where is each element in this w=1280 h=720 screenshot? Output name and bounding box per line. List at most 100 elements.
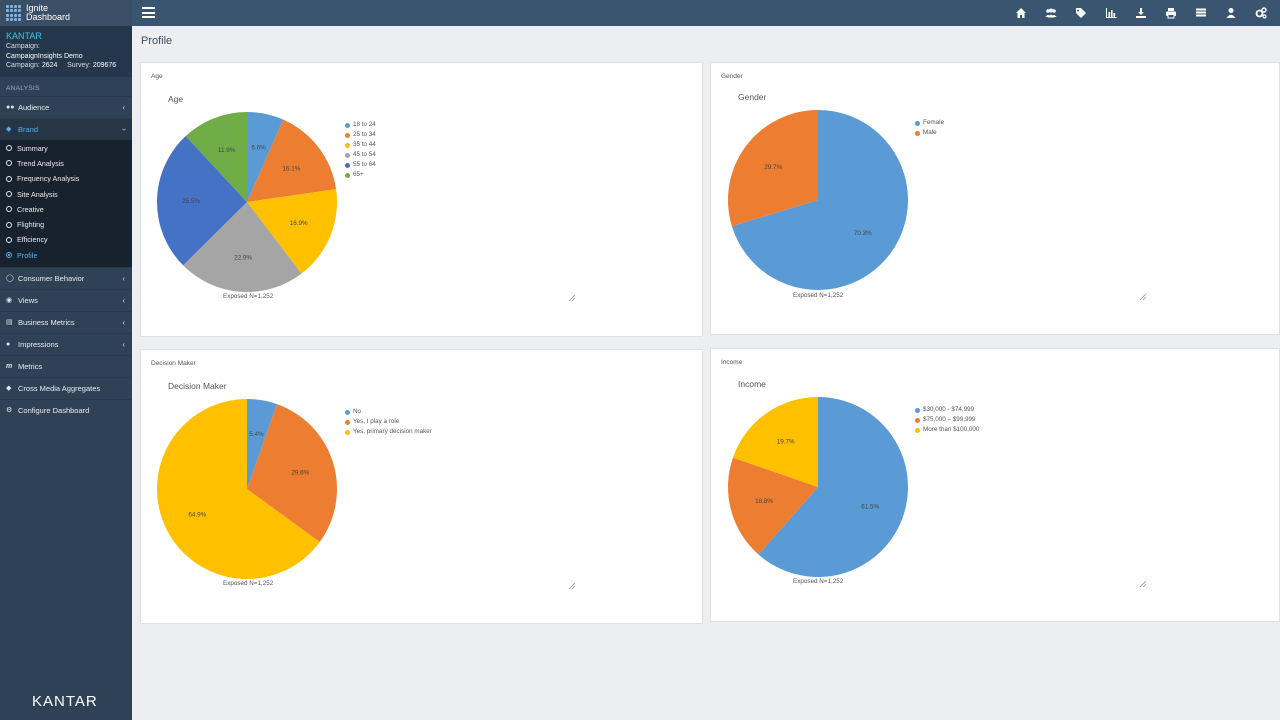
legend-label: 65+: [353, 171, 364, 178]
download-icon[interactable]: [1126, 5, 1156, 21]
legend-item[interactable]: 35 to 44: [345, 140, 376, 150]
legend-item[interactable]: 65+: [345, 170, 376, 180]
legend-label: Yes, I play a role: [353, 418, 400, 425]
nav-item-cross-media-aggregates[interactable]: ◆ Cross Media Aggregates: [0, 376, 132, 399]
slice-label-1: 29.7%: [764, 164, 782, 171]
nav-item-configure-dashboard[interactable]: ⚙ Configure Dashboard: [0, 398, 132, 421]
slice-label-0: 6.6%: [251, 144, 266, 151]
pie-slice-1[interactable]: [728, 457, 818, 555]
subnav-item-flighting[interactable]: Flighting: [0, 217, 132, 232]
campaign-name: CampaignInsights Demo: [6, 52, 83, 60]
legend-label: Yes, primary decision maker: [353, 428, 432, 435]
footer-logo: KANTAR: [32, 693, 98, 710]
legend-label: 35 to 44: [353, 141, 376, 148]
subnav-item-frequency-analysis[interactable]: Frequency Analysis: [0, 171, 132, 186]
user-icon[interactable]: [1216, 5, 1246, 21]
nav-item-label: Consumer Behavior: [18, 273, 85, 283]
subnav-item-efficiency[interactable]: Efficiency: [0, 232, 132, 247]
pie-slice-0[interactable]: [247, 399, 277, 489]
campaign-ids: Campaign: 2624 Survey: 209676: [6, 61, 126, 71]
cogs-icon[interactable]: [1246, 5, 1276, 21]
decision-maker-pie-chart: 5.4% 29.6% 64.9%: [157, 399, 337, 579]
subnav-item-summary[interactable]: Summary: [0, 141, 132, 156]
pie-slice-3[interactable]: [183, 202, 302, 292]
m-icon: m: [6, 362, 13, 370]
sample-note: Exposed N=1,252: [793, 292, 844, 299]
age-pie-chart: 6.6% 16.1% 16.9% 22.9% 25.5% 11.9%: [157, 112, 337, 292]
resize-handle-icon[interactable]: [569, 583, 575, 589]
legend-dot-icon: [345, 142, 350, 148]
decision-maker-panel: Decision Maker Decision Maker 5.4% 29.6% 6…: [140, 349, 703, 624]
nav-item-impressions[interactable]: ● Impressions ‹: [0, 332, 132, 355]
home-icon[interactable]: [1006, 5, 1036, 21]
slice-label-0: 61.5%: [861, 504, 879, 511]
pie-slice-2[interactable]: [247, 189, 337, 274]
resize-handle-icon[interactable]: [569, 295, 575, 301]
legend-label: 45 to 54: [353, 151, 376, 158]
legend-item[interactable]: More than $100,000: [915, 425, 979, 435]
nav-item-business-metrics[interactable]: ▤ Business Metrics ‹: [0, 310, 132, 333]
legend-item[interactable]: 45 to 54: [345, 150, 376, 160]
legend-item[interactable]: 18 to 24: [345, 120, 376, 130]
nav-item-brand[interactable]: ◆ Brand ‹: [0, 117, 132, 140]
circle-icon: [6, 145, 12, 152]
legend-item[interactable]: No: [345, 407, 432, 417]
income-pie-chart: 61.5% 18.8% 19.7%: [728, 397, 908, 577]
sample-note: Exposed N=1,252: [223, 580, 274, 587]
table-icon[interactable]: [1186, 5, 1216, 21]
legend-dot-icon: [915, 120, 920, 126]
legend-item[interactable]: Yes, primary decision maker: [345, 427, 432, 437]
resize-handle-icon[interactable]: [1140, 581, 1146, 587]
panel-header: Income: [721, 359, 743, 366]
legend-label: Male: [923, 129, 937, 136]
legend-item[interactable]: 55 to 64: [345, 160, 376, 170]
pie-slice-5[interactable]: [185, 112, 247, 202]
tags-icon[interactable]: [1066, 5, 1096, 21]
document-icon: ▤: [6, 319, 13, 327]
pie-slice-2[interactable]: [157, 399, 320, 579]
bar-chart-icon[interactable]: [1096, 5, 1126, 21]
slice-label-5: 11.9%: [218, 147, 236, 154]
panel-header: Gender: [721, 73, 743, 80]
legend-dot-icon: [915, 427, 920, 433]
legend-item[interactable]: $30,000 - $74,999: [915, 405, 979, 415]
pie-slice-1[interactable]: [247, 119, 337, 202]
pie-slice-1[interactable]: [247, 404, 337, 543]
resize-handle-icon[interactable]: [1140, 294, 1146, 300]
legend-item[interactable]: Yes, I play a role: [345, 417, 432, 427]
legend-item[interactable]: Female: [915, 118, 944, 128]
circle-dot-icon: [6, 252, 12, 259]
subnav-item-creative[interactable]: Creative: [0, 202, 132, 217]
pie-slice-0[interactable]: [731, 110, 908, 290]
chevron-left-icon: ‹: [122, 339, 125, 349]
slice-label-0: 70.3%: [854, 230, 872, 237]
legend-item[interactable]: $75,000 – $99,999: [915, 415, 979, 425]
legend-dot-icon: [345, 152, 350, 158]
nav-item-label: Impressions: [18, 339, 59, 349]
nav-item-consumer-behavior[interactable]: ◯ Consumer Behavior ‹: [0, 266, 132, 289]
top-bar: [132, 0, 1280, 26]
hamburger-menu-button[interactable]: [142, 7, 155, 18]
slice-label-1: 29.6%: [291, 469, 309, 476]
nav-item-label: Metrics: [18, 361, 43, 371]
legend-item[interactable]: 25 to 34: [345, 130, 376, 140]
nav-item-metrics[interactable]: m Metrics: [0, 354, 132, 377]
pie-slice-2[interactable]: [732, 397, 818, 487]
users-icon: ●●: [6, 103, 15, 111]
pie-slice-0[interactable]: [758, 397, 908, 577]
legend-dot-icon: [345, 122, 350, 128]
nav-item-audience[interactable]: ●● Audience ‹: [0, 95, 132, 118]
legend-item[interactable]: Male: [915, 128, 944, 138]
subnav-item-profile[interactable]: Profile: [0, 248, 132, 263]
subnav-item-site-analysis[interactable]: Site Analysis: [0, 186, 132, 201]
subnav-label: Trend Analysis: [17, 158, 64, 168]
users-icon[interactable]: [1036, 5, 1066, 21]
pie-slice-4[interactable]: [157, 136, 247, 266]
app-logo[interactable]: Ignite Dashboard: [0, 0, 132, 26]
print-icon[interactable]: [1156, 5, 1186, 21]
nav-item-views[interactable]: ◉ Views ‹: [0, 288, 132, 311]
subnav-item-trend-analysis[interactable]: Trend Analysis: [0, 156, 132, 171]
pie-slice-1[interactable]: [728, 110, 818, 227]
pie-slice-0[interactable]: [247, 112, 284, 202]
survey-id: 209676: [92, 62, 117, 69]
